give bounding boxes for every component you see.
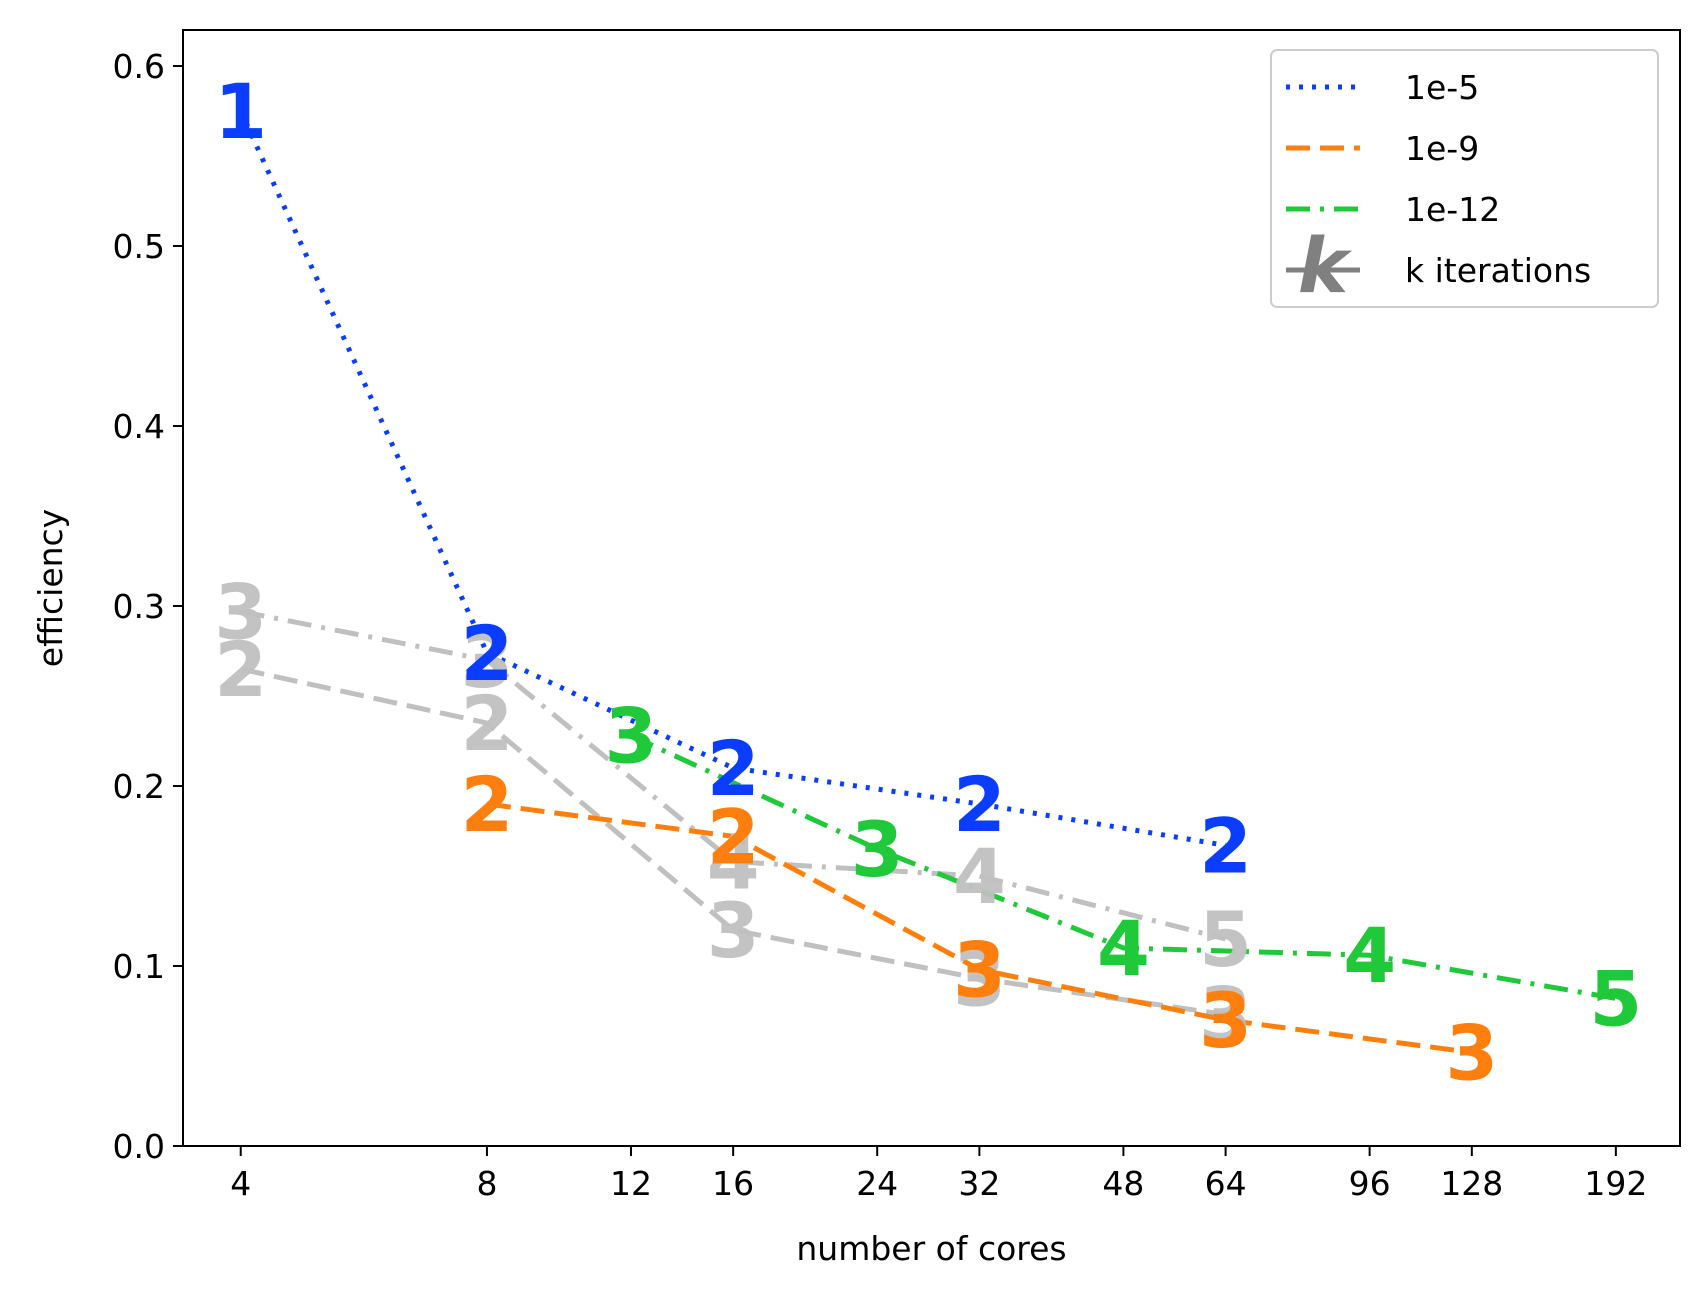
iteration-marker: 5 <box>1199 895 1252 984</box>
iteration-marker: 3 <box>953 935 1006 1024</box>
iteration-marker: 2 <box>707 792 760 881</box>
x-tick-label: 64 <box>1205 1164 1247 1203</box>
x-tick-label: 32 <box>958 1164 1000 1203</box>
iteration-marker: 3 <box>214 567 267 656</box>
x-axis-label: number of cores <box>796 1229 1066 1268</box>
legend-marker-glyph: k <box>1298 221 1353 310</box>
iteration-marker: 3 <box>953 926 1006 1015</box>
plot-lines <box>238 109 1617 1055</box>
series-line <box>240 608 1227 942</box>
y-tick-label: 0.5 <box>113 227 165 266</box>
plot-area-frame <box>182 29 1681 1147</box>
x-tick-label: 192 <box>1584 1164 1647 1203</box>
iteration-marker: 3 <box>605 692 658 781</box>
x-tick-label: 12 <box>610 1164 652 1203</box>
y-tick-label: 0.2 <box>113 767 165 806</box>
iteration-marker: 4 <box>1343 911 1396 1000</box>
x-tick-label: 96 <box>1349 1164 1391 1203</box>
y-tick-label: 0.3 <box>113 587 165 626</box>
iteration-marker: 3 <box>707 886 760 975</box>
legend: 1e-5 1e-9 1e-12 k k iterations <box>1270 49 1659 310</box>
iteration-marker: 4 <box>707 818 760 907</box>
x-tick-label: 16 <box>712 1164 754 1203</box>
y-axis-ticks: 0.0 0.1 0.2 0.3 0.4 0.5 0.6 <box>113 47 183 1166</box>
series-line <box>486 801 1473 1055</box>
iteration-marker: 3 <box>851 805 904 894</box>
x-tick-label: 48 <box>1102 1164 1144 1203</box>
series-line <box>629 733 1617 1001</box>
x-axis-ticks: 4 8 12 16 24 32 48 64 96 128 192 <box>230 1146 1647 1203</box>
legend-label: 1e-5 <box>1405 68 1479 107</box>
iteration-marker: 5 <box>1589 954 1642 1043</box>
x-tick-label: 4 <box>230 1164 251 1203</box>
iteration-marker: 2 <box>707 724 760 813</box>
y-tick-label: 0.0 <box>113 1127 165 1166</box>
iteration-marker: 3 <box>1199 971 1252 1060</box>
iteration-marker: 2 <box>461 679 514 768</box>
iteration-marker: 3 <box>1445 1008 1498 1097</box>
iteration-marker: 2 <box>953 760 1006 849</box>
series-line <box>240 666 1226 1018</box>
x-tick-label: 128 <box>1440 1164 1503 1203</box>
legend-label: 1e-12 <box>1405 190 1500 229</box>
y-tick-label: 0.6 <box>113 47 165 86</box>
iteration-marker: 4 <box>953 832 1006 921</box>
x-tick-label: 24 <box>856 1164 898 1203</box>
legend-label: k iterations <box>1405 251 1591 290</box>
iteration-marker: 3 <box>461 616 514 705</box>
y-tick-label: 0.1 <box>113 947 165 986</box>
iteration-marker: 4 <box>1097 904 1150 993</box>
legend-label: 1e-9 <box>1405 129 1479 168</box>
iteration-marker: 2 <box>461 760 514 849</box>
series-line <box>238 109 1227 848</box>
y-tick-label: 0.4 <box>113 407 165 446</box>
iteration-marker: 2 <box>214 625 267 714</box>
iteration-marker: 2 <box>461 609 514 698</box>
y-axis-label: efficiency <box>31 509 70 667</box>
legend-box <box>1270 49 1659 308</box>
x-tick-label: 8 <box>476 1164 497 1203</box>
iteration-marker: 3 <box>1199 976 1252 1065</box>
iteration-marker: 1 <box>214 67 267 156</box>
iteration-marker: 2 <box>1199 801 1252 890</box>
